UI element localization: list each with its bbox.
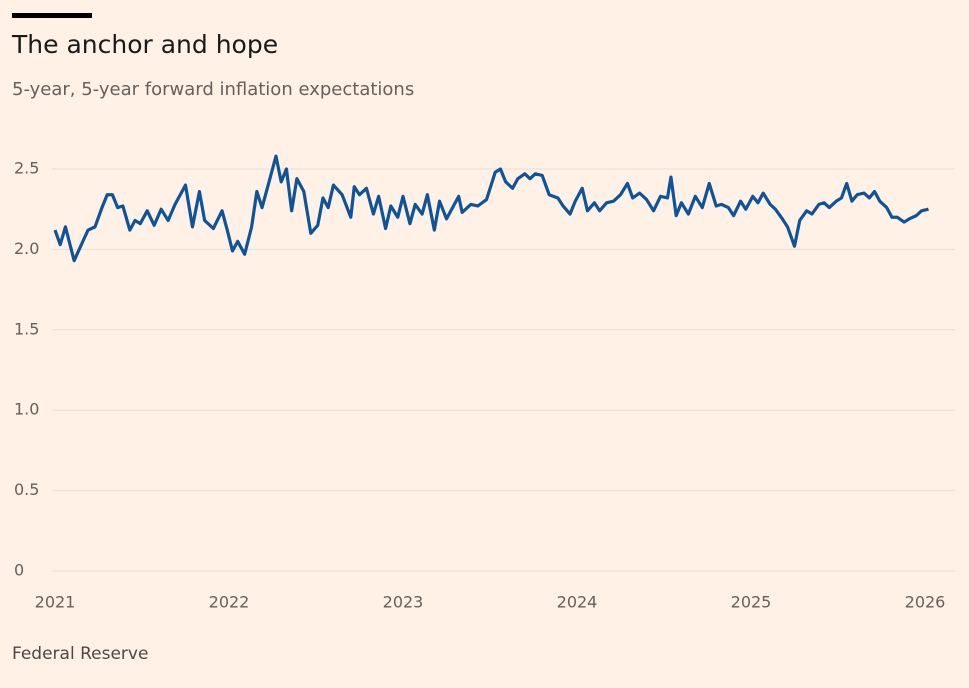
x-tick-label: 2021 bbox=[35, 593, 76, 612]
y-tick-label: 0.5 bbox=[14, 480, 39, 499]
data-line bbox=[53, 154, 929, 263]
x-tick-label: 2026 bbox=[905, 593, 946, 612]
y-tick-label: 1.0 bbox=[14, 400, 39, 419]
x-tick-label: 2025 bbox=[731, 593, 772, 612]
x-tick-label: 2023 bbox=[383, 593, 424, 612]
x-tick-label: 2022 bbox=[209, 593, 250, 612]
title-bar bbox=[12, 13, 92, 18]
chart-subtitle: 5-year, 5-year forward inflation expecta… bbox=[12, 79, 414, 100]
source: Federal Reserve bbox=[12, 644, 148, 664]
y-tick-label: 2.0 bbox=[14, 239, 39, 258]
chart-title: The anchor and hope bbox=[11, 30, 278, 59]
y-tick-label: 0 bbox=[14, 561, 24, 580]
y-tick-label: 2.5 bbox=[14, 159, 39, 178]
y-tick-label: 1.5 bbox=[14, 319, 39, 338]
x-tick-label: 2024 bbox=[557, 593, 598, 612]
